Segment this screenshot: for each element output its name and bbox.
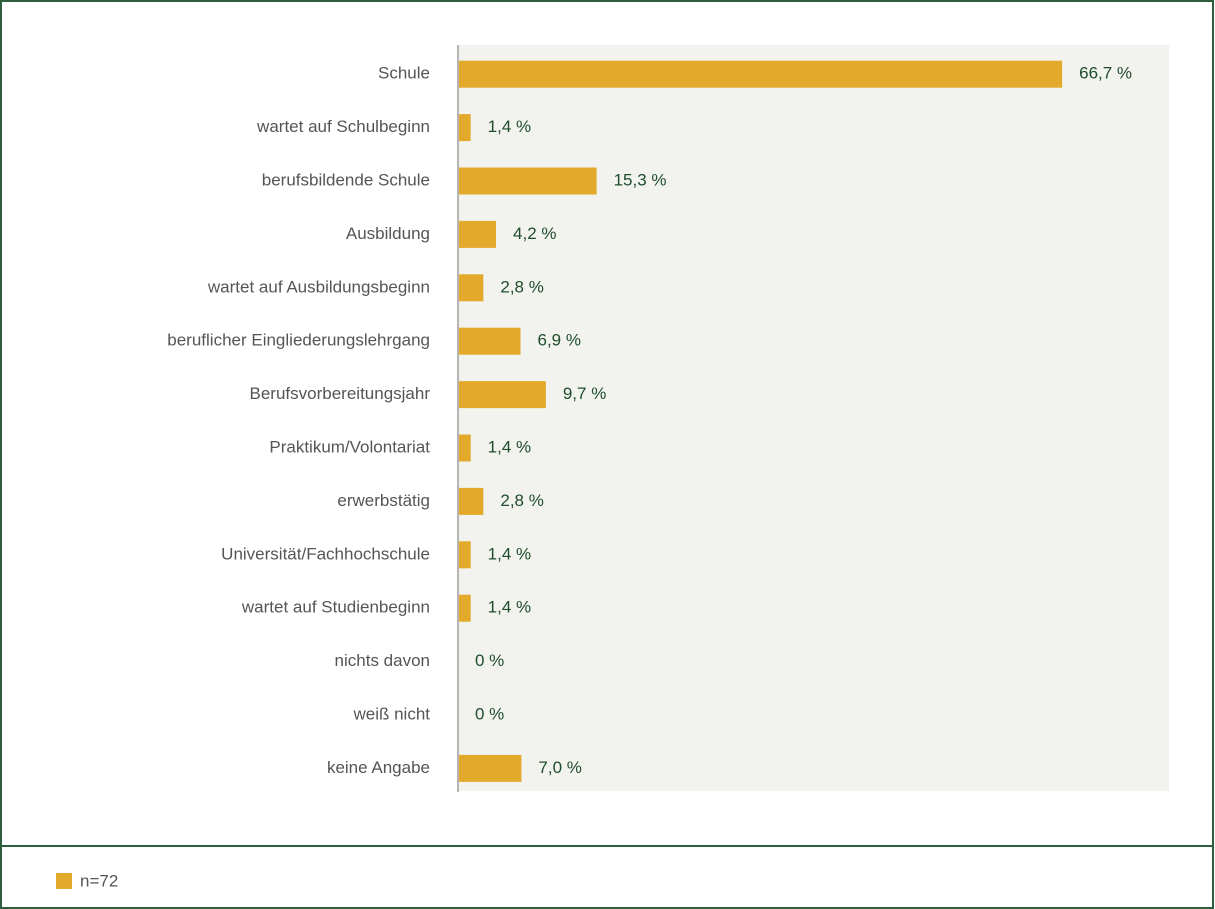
bar xyxy=(458,594,471,622)
category-label: Praktikum/Volontariat xyxy=(269,437,430,456)
value-label: 66,7 % xyxy=(1079,64,1132,83)
value-label: 9,7 % xyxy=(563,384,606,403)
category-label: nichts davon xyxy=(335,651,430,670)
bar xyxy=(458,114,471,142)
bar xyxy=(458,274,484,302)
category-label: wartet auf Studienbeginn xyxy=(241,598,430,617)
plot-background xyxy=(458,45,1169,791)
bar xyxy=(458,754,522,782)
category-label: berufsbildende Schule xyxy=(262,170,430,189)
value-label: 2,8 % xyxy=(500,491,543,510)
bar xyxy=(458,220,497,248)
legend-swatch xyxy=(56,873,72,889)
value-label: 15,3 % xyxy=(614,170,667,189)
value-label: 1,4 % xyxy=(488,598,531,617)
value-label: 0 % xyxy=(475,651,504,670)
bar xyxy=(458,487,484,515)
bar xyxy=(458,60,1063,88)
bar xyxy=(458,381,546,409)
legend-label: n=72 xyxy=(80,871,118,890)
value-label: 1,4 % xyxy=(488,117,531,136)
value-label: 1,4 % xyxy=(488,544,531,563)
value-label: 2,8 % xyxy=(500,277,543,296)
category-label: Schule xyxy=(378,64,430,83)
category-label: wartet auf Ausbildungsbeginn xyxy=(207,277,430,296)
category-label: beruflicher Eingliederungslehrgang xyxy=(167,331,430,350)
bar xyxy=(458,327,521,355)
category-label: Ausbildung xyxy=(346,224,430,243)
value-label: 4,2 % xyxy=(513,224,556,243)
bar xyxy=(458,541,471,569)
category-label: wartet auf Schulbeginn xyxy=(256,117,430,136)
value-label: 6,9 % xyxy=(537,331,580,350)
value-label: 7,0 % xyxy=(538,758,581,777)
category-label: weiß nicht xyxy=(352,704,430,723)
category-label: erwerbstätig xyxy=(337,491,430,510)
category-label: Berufsvorbereitungsjahr xyxy=(250,384,431,403)
category-label: keine Angabe xyxy=(327,758,430,777)
bar xyxy=(458,434,471,462)
category-label: Universität/Fachhochschule xyxy=(221,544,430,563)
bar xyxy=(458,167,597,195)
value-label: 1,4 % xyxy=(488,437,531,456)
value-label: 0 % xyxy=(475,704,504,723)
